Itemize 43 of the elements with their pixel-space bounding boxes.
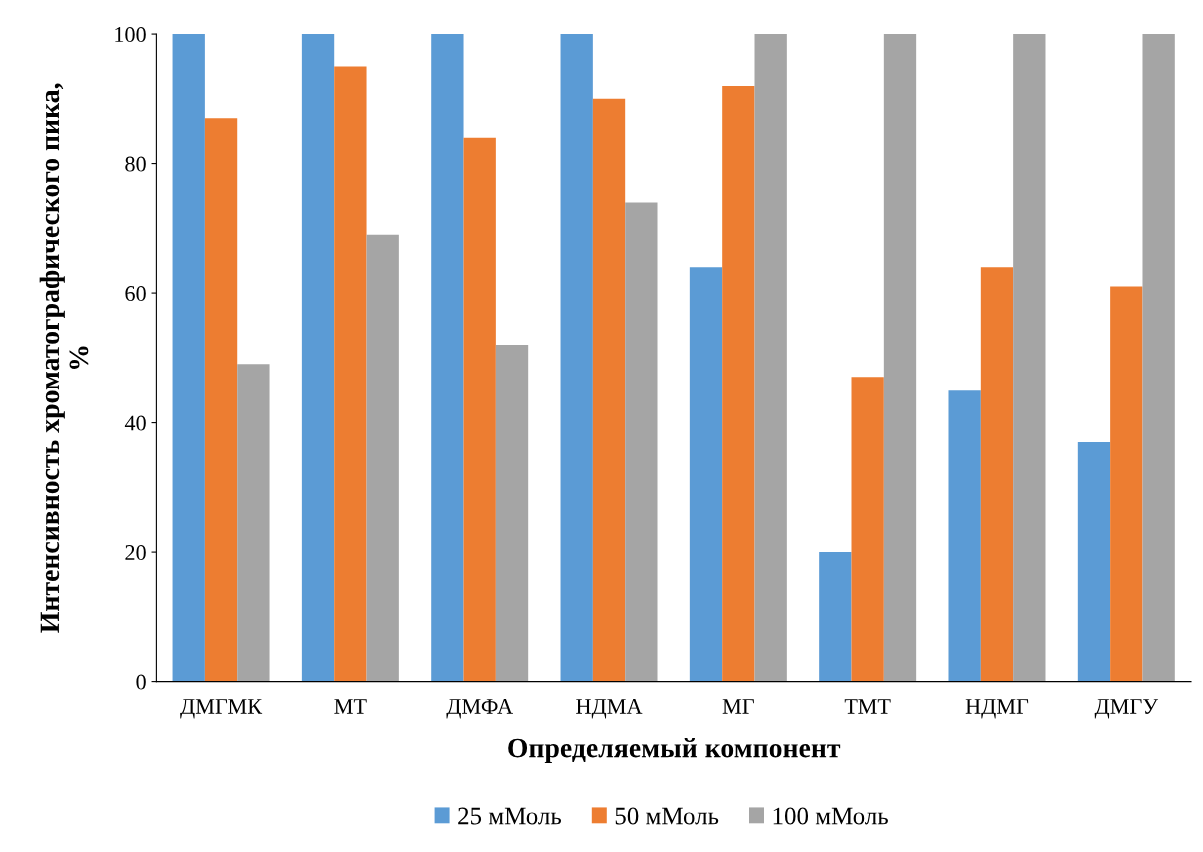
x-axis-title: Определяемый компонент [508, 738, 841, 764]
bar [754, 34, 787, 682]
bar [237, 364, 270, 682]
bar [334, 66, 367, 682]
y-tick-label: 0 [136, 674, 146, 690]
bar [1142, 34, 1175, 682]
bar [431, 34, 464, 682]
x-tick-label: МГ [722, 699, 754, 714]
bar [1077, 442, 1111, 682]
legend-label: 25 мМоль [458, 807, 562, 825]
x-tick-label: ДМГМК [180, 699, 263, 719]
bar [1013, 34, 1046, 682]
bar [948, 390, 981, 682]
legend-label: 100 мМоль [773, 807, 888, 825]
y-tick-label: 80 [125, 156, 146, 172]
y-axis-title: Интенсивность хроматографического пика, % [39, 83, 89, 633]
y-tick-label: 20 [125, 545, 146, 561]
bar [980, 267, 1014, 682]
x-tick-label: МТ [334, 699, 367, 714]
x-tick-label: ДМГУ [1094, 699, 1159, 719]
x-tick-label: ДМФА [446, 699, 513, 719]
bar [1110, 286, 1143, 682]
bar [883, 34, 917, 682]
bar [204, 118, 238, 682]
bar [301, 34, 335, 682]
legend-label: 50 мМоль [615, 807, 719, 825]
bar [172, 34, 205, 682]
x-tick-label: ТМТ [844, 699, 891, 714]
bar [851, 377, 884, 682]
bar [689, 267, 723, 682]
bar [495, 344, 529, 682]
bar [560, 34, 593, 682]
bar [366, 234, 399, 682]
x-tick-label: НДМА [576, 699, 643, 719]
bar [463, 137, 496, 682]
y-tick-label: 100 [115, 27, 146, 43]
y-tick-label: 60 [125, 286, 146, 302]
bar [625, 202, 658, 682]
bar [819, 552, 852, 682]
x-tick-label: НДМГ [965, 699, 1029, 719]
bar [592, 98, 626, 682]
y-tick-label: 40 [124, 415, 146, 431]
bar [722, 85, 755, 682]
